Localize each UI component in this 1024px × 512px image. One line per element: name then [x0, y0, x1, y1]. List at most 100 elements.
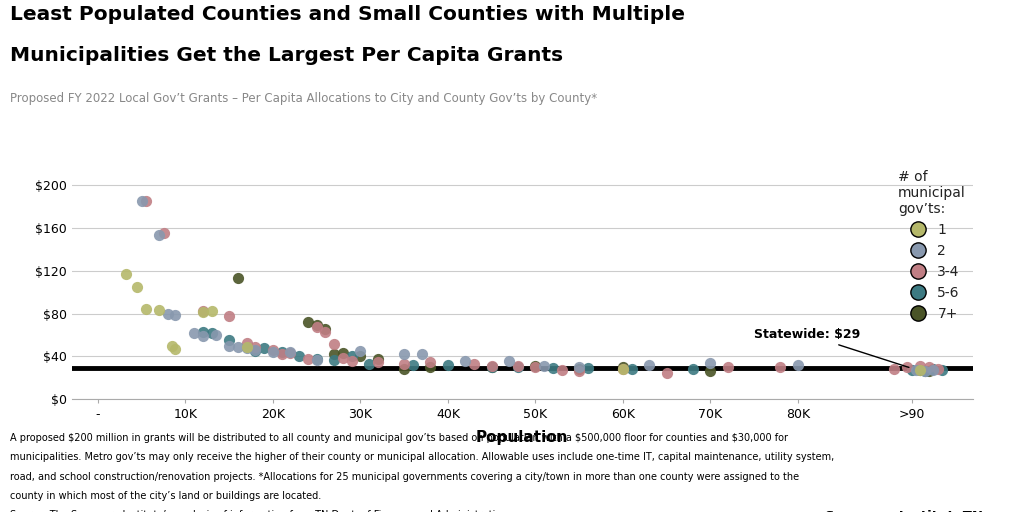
Point [343, 352, 359, 360]
Point [886, 365, 902, 373]
Point [510, 363, 526, 371]
Point [300, 354, 316, 362]
Point [221, 342, 238, 350]
Point [229, 274, 246, 282]
Text: A proposed $200 million in grants will be distributed to all county and municipa: A proposed $200 million in grants will b… [10, 433, 788, 443]
Point [151, 231, 167, 239]
Point [422, 363, 438, 371]
Point [195, 308, 211, 316]
Point [571, 363, 588, 371]
Point [702, 359, 719, 367]
Point [317, 325, 334, 333]
Point [912, 366, 929, 374]
Point [396, 350, 413, 358]
Point [658, 369, 675, 377]
Point [326, 350, 342, 358]
Point [457, 357, 473, 365]
Point [370, 354, 386, 362]
Point [273, 350, 290, 358]
Point [335, 353, 351, 361]
Point [912, 362, 929, 370]
Point [283, 348, 299, 356]
Text: Source: The Sycamore Institute’s analysis of information from TN Dept. of Financ: Source: The Sycamore Institute’s analysi… [10, 510, 508, 512]
Point [536, 362, 552, 370]
Text: Municipalities Get the Largest Per Capita Grants: Municipalities Get the Largest Per Capit… [10, 46, 563, 65]
Point [916, 368, 933, 376]
Point [624, 365, 640, 373]
Point [903, 366, 920, 374]
Point [308, 354, 325, 362]
Point [720, 363, 736, 371]
Point [912, 366, 929, 374]
Point [151, 306, 167, 314]
Point [164, 342, 180, 350]
Point [138, 305, 155, 313]
Point [265, 348, 282, 356]
Point [118, 270, 134, 278]
Point [308, 355, 325, 364]
Point [239, 338, 255, 347]
Point [204, 307, 220, 315]
Point [510, 362, 526, 370]
Point [580, 364, 596, 372]
Point [934, 366, 950, 374]
Point [483, 362, 500, 370]
Point [685, 365, 701, 373]
Point [291, 352, 307, 360]
Text: SycamoreInstituteTN.org: SycamoreInstituteTN.org [825, 510, 1014, 512]
Point [195, 328, 211, 336]
Point [308, 321, 325, 329]
Text: county in which most of the city’s land or buildings are located.: county in which most of the city’s land … [10, 491, 322, 501]
Point [370, 358, 386, 366]
Point [129, 283, 145, 291]
Point [466, 360, 482, 368]
Point [614, 365, 631, 373]
Point [133, 197, 150, 205]
Point [921, 363, 937, 371]
Point [926, 365, 942, 373]
Point [167, 345, 183, 353]
Text: Statewide: $29: Statewide: $29 [754, 328, 909, 368]
X-axis label: Population: Population [476, 430, 568, 445]
Point [247, 343, 263, 351]
Point [545, 364, 561, 372]
Point [208, 331, 224, 339]
Point [265, 346, 282, 354]
Point [256, 344, 272, 352]
Point [553, 366, 569, 374]
Point [300, 318, 316, 326]
Point [273, 348, 290, 356]
Point [614, 365, 631, 373]
Point [326, 339, 342, 348]
Point [352, 352, 369, 360]
Point [360, 360, 377, 368]
Point [422, 358, 438, 366]
Point [790, 361, 806, 369]
Point [247, 346, 263, 354]
Point [641, 361, 657, 369]
Point [326, 355, 342, 364]
Legend: 1, 2, 3-4, 5-6, 7+: 1, 2, 3-4, 5-6, 7+ [898, 170, 966, 321]
Point [571, 365, 588, 373]
Point [921, 368, 937, 376]
Point [317, 328, 334, 336]
Point [930, 365, 946, 373]
Point [221, 336, 238, 345]
Point [138, 197, 155, 205]
Point [229, 343, 246, 351]
Point [439, 361, 456, 369]
Point [195, 307, 211, 315]
Point [527, 362, 544, 370]
Text: Least Populated Counties and Small Counties with Multiple: Least Populated Counties and Small Count… [10, 5, 685, 24]
Point [308, 324, 325, 332]
Point [186, 329, 203, 337]
Point [396, 360, 413, 368]
Point [483, 363, 500, 371]
Point [167, 310, 183, 318]
Point [483, 363, 500, 371]
Point [527, 363, 544, 371]
Point [702, 368, 719, 376]
Point [772, 363, 788, 371]
Point [335, 349, 351, 357]
Point [899, 363, 915, 371]
